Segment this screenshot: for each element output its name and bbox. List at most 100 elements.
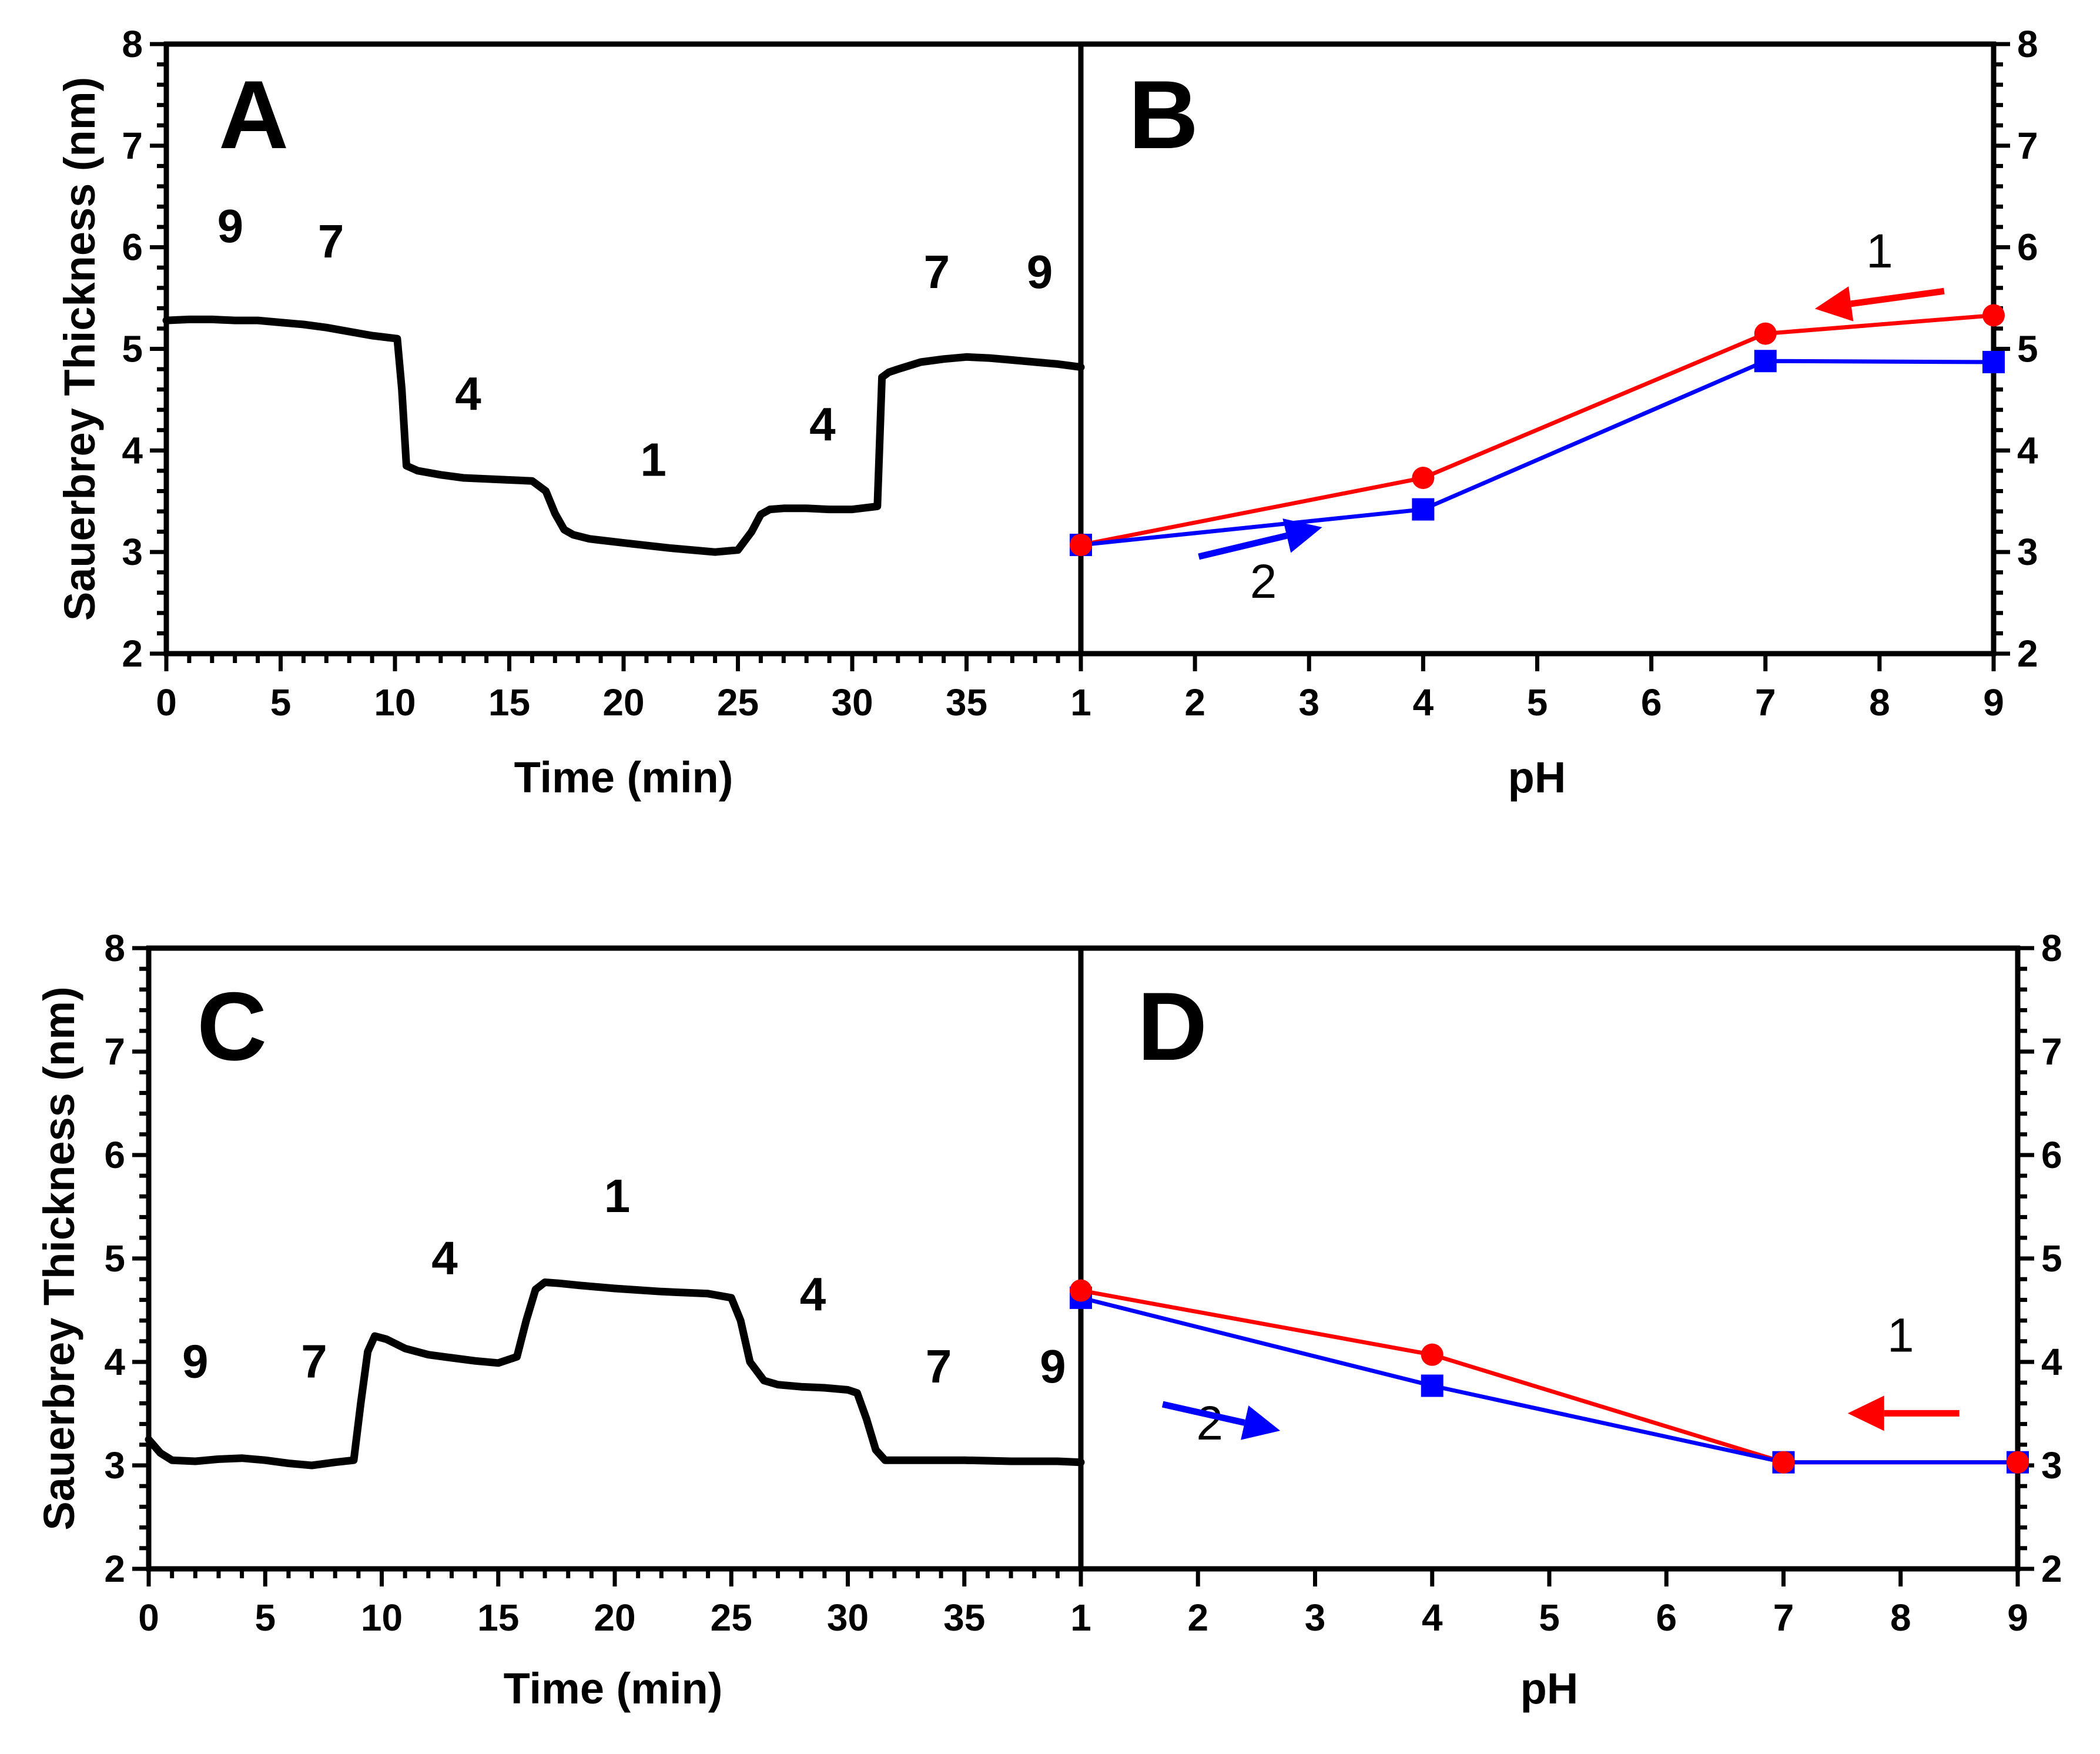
x-tick-label: 0	[156, 681, 177, 724]
sweep-label-2: 2	[1250, 555, 1277, 608]
series-1-point	[1754, 322, 1777, 345]
x-tick-label: 6	[1641, 681, 1662, 724]
y-tick-label: 5	[104, 1237, 125, 1280]
panel-letter: C	[197, 972, 267, 1080]
sweep-arrow-shaft	[1198, 532, 1288, 560]
y-tick-label: 2	[104, 1548, 125, 1590]
y-tick-label: 7	[104, 1030, 125, 1073]
sweep-arrow-head	[1847, 1395, 1884, 1431]
x-axis-title: pH	[1508, 753, 1566, 802]
y-tick-label: 8	[122, 23, 143, 65]
series-1-point	[1070, 1279, 1092, 1302]
x-tick-label: 25	[717, 681, 759, 724]
y-tick-label: 5	[2017, 328, 2038, 370]
y-tick-label: 6	[2041, 1134, 2062, 1176]
x-tick-label: 15	[477, 1596, 519, 1639]
x-axis-title: Time (min)	[514, 753, 734, 802]
y-axis-title: Sauerbrey Thickness (nm)	[55, 77, 104, 621]
thickness-trace	[145, 1278, 1085, 1470]
y-tick-label: 7	[2041, 1030, 2062, 1073]
ph-step-label: 9	[217, 200, 244, 252]
panel-C: 2 3 4 5 6 7 8 0 5 10 15 20 25 30 35 Time (min) Sauerbrey…	[35, 927, 1085, 1713]
y-tick-label: 2	[2017, 632, 2038, 675]
x-tick-label: 8	[1890, 1596, 1911, 1639]
x-tick-label: 1	[1070, 681, 1091, 724]
x-tick-label: 1	[1070, 1596, 1091, 1639]
sweep-label-2: 2	[1196, 1397, 1223, 1450]
x-tick-label: 7	[1773, 1596, 1794, 1639]
x-axis-title: Time (min)	[504, 1664, 723, 1713]
y-tick-label: 4	[122, 429, 143, 471]
series-1-point	[1982, 304, 2005, 327]
y-tick-label: 2	[2041, 1548, 2062, 1590]
ph-step-label: 4	[800, 1268, 826, 1320]
series-2-point	[1754, 350, 1777, 373]
series-1-point	[1070, 534, 1092, 557]
ph-step-label: 1	[604, 1170, 631, 1222]
y-tick-label: 5	[2041, 1237, 2062, 1280]
x-tick-label: 35	[943, 1596, 985, 1639]
y-tick-label: 4	[2041, 1341, 2062, 1383]
x-tick-label: 30	[827, 1596, 869, 1639]
x-axis-title: pH	[1520, 1664, 1579, 1713]
ph-step-label: 9	[1027, 246, 1053, 298]
ph-step-label: 7	[301, 1335, 327, 1387]
panel-D: 2 3 4 5 6 7 8 1 2 3 4 5 6 7 8 9 pH D 1 2	[1070, 927, 2062, 1713]
series-1-point	[1421, 1343, 1443, 1366]
ph-step-label: 4	[809, 398, 836, 450]
x-tick-label: 35	[946, 681, 987, 724]
panel-letter: B	[1128, 61, 1198, 169]
y-tick-label: 8	[2041, 927, 2062, 969]
x-tick-label: 10	[361, 1596, 403, 1639]
sweep-label-1: 1	[1866, 225, 1893, 278]
ph-step-label: 4	[455, 367, 481, 420]
sweep-arrow-head	[1814, 286, 1854, 322]
y-tick-label: 6	[104, 1134, 125, 1176]
y-tick-label: 7	[122, 125, 143, 167]
sweep-arrow-shaft	[1161, 1401, 1245, 1426]
sweep-arrow-shaft	[1850, 287, 1945, 307]
panel-letter: D	[1137, 972, 1207, 1080]
x-tick-label: 0	[138, 1596, 159, 1639]
y-tick-label: 6	[2017, 226, 2038, 269]
panel-A: 2 3 4 5 6 7 8 0 5 10 15 20 25 30 35 Time (min) Sauerbrey…	[55, 23, 1085, 802]
series-1-point	[1412, 466, 1435, 489]
series-2-line	[1080, 1296, 2018, 1465]
x-tick-label: 30	[831, 681, 873, 724]
y-tick-label: 3	[2017, 531, 2038, 573]
ph-step-label: 7	[926, 1340, 952, 1393]
series-1-point	[2007, 1451, 2029, 1474]
series-2-point	[1982, 350, 2005, 373]
ph-step-label: 9	[182, 1335, 209, 1387]
sweep-arrow-head	[1241, 1405, 1281, 1440]
y-tick-label: 4	[104, 1341, 125, 1383]
y-tick-label: 2	[122, 632, 143, 675]
x-tick-label: 25	[711, 1596, 752, 1639]
x-tick-label: 5	[270, 681, 292, 724]
x-tick-label: 2	[1187, 1596, 1208, 1639]
x-tick-label: 9	[2007, 1596, 2028, 1639]
x-tick-label: 3	[1298, 681, 1319, 724]
ph-step-label: 7	[318, 215, 344, 267]
ph-step-label: 1	[640, 434, 666, 486]
thickness-trace	[162, 315, 1085, 556]
x-tick-label: 20	[602, 681, 644, 724]
y-tick-label: 3	[122, 531, 143, 573]
x-tick-label: 4	[1413, 681, 1434, 724]
ph-step-label: 7	[924, 246, 950, 298]
panel-B: 2 3 4 5 6 7 8 1 2 3 4 5 6 7 8 9 pH B 1 2	[1070, 23, 2038, 802]
x-tick-label: 5	[1527, 681, 1548, 724]
x-tick-label: 8	[1869, 681, 1890, 724]
x-tick-label: 4	[1422, 1596, 1443, 1639]
sweep-arrow-head	[1282, 518, 1322, 553]
x-tick-label: 5	[254, 1596, 276, 1639]
x-tick-label: 5	[1539, 1596, 1560, 1639]
ph-step-label: 4	[431, 1231, 458, 1284]
sweep-label-1: 1	[1887, 1308, 1914, 1362]
x-tick-label: 6	[1656, 1596, 1677, 1639]
y-tick-label: 3	[2041, 1444, 2062, 1487]
y-tick-label: 4	[2017, 429, 2038, 471]
series-1-line	[1080, 313, 1994, 547]
x-tick-label: 9	[1983, 681, 2004, 724]
x-tick-label: 15	[488, 681, 530, 724]
